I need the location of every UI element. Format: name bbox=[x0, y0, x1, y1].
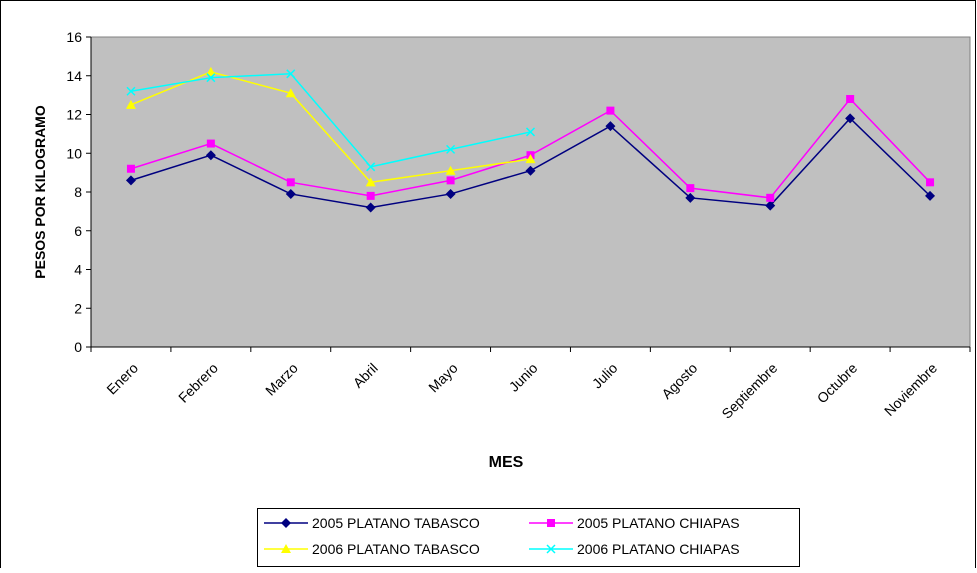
y-axis-title: PESOS POR KILOGRAMO bbox=[32, 105, 48, 279]
marker bbox=[125, 175, 136, 186]
legend-label: 2006 PLATANO CHIAPAS bbox=[577, 541, 740, 557]
marker bbox=[525, 154, 536, 164]
marker bbox=[686, 184, 695, 193]
marker bbox=[685, 192, 696, 203]
marker bbox=[365, 177, 376, 187]
marker bbox=[205, 150, 216, 161]
marker bbox=[926, 178, 935, 187]
marker bbox=[547, 519, 555, 527]
legend-box bbox=[257, 508, 800, 567]
series-line bbox=[130, 71, 531, 184]
marker bbox=[125, 99, 136, 109]
marker bbox=[366, 191, 375, 200]
marker bbox=[446, 176, 455, 185]
marker bbox=[126, 86, 136, 96]
marker bbox=[605, 121, 616, 132]
marker bbox=[766, 193, 775, 202]
legend-label: 2005 PLATANO CHIAPAS bbox=[577, 515, 740, 531]
marker bbox=[445, 188, 456, 199]
marker bbox=[206, 73, 216, 83]
marker bbox=[845, 113, 856, 124]
marker bbox=[286, 69, 296, 79]
marker bbox=[285, 88, 296, 98]
marker bbox=[925, 190, 936, 201]
x-axis-title: MES bbox=[489, 454, 524, 471]
marker bbox=[525, 165, 536, 176]
y-tick-label: 6 bbox=[74, 223, 82, 239]
marker bbox=[285, 188, 296, 199]
marker bbox=[126, 164, 135, 173]
y-tick-label: 0 bbox=[74, 339, 82, 355]
marker bbox=[546, 544, 556, 554]
marker bbox=[765, 200, 776, 211]
marker bbox=[205, 66, 216, 76]
marker bbox=[846, 95, 855, 103]
y-tick-label: 8 bbox=[74, 184, 82, 200]
marker bbox=[281, 544, 291, 553]
marker bbox=[281, 518, 291, 528]
y-tick-label: 10 bbox=[66, 145, 82, 161]
marker bbox=[445, 165, 456, 175]
plot-area bbox=[90, 36, 971, 348]
legend-label: 2005 PLATANO TABASCO bbox=[312, 515, 480, 531]
marker bbox=[286, 178, 295, 187]
marker bbox=[446, 144, 456, 154]
y-tick-label: 4 bbox=[74, 262, 82, 278]
series-line bbox=[130, 73, 531, 168]
marker bbox=[606, 106, 615, 115]
y-tick-label: 2 bbox=[74, 300, 82, 316]
y-tick-label: 16 bbox=[66, 29, 82, 45]
marker bbox=[206, 139, 215, 148]
legend-label: 2006 PLATANO TABASCO bbox=[312, 541, 480, 557]
y-tick-label: 14 bbox=[66, 68, 82, 84]
marker bbox=[525, 127, 536, 137]
marker bbox=[366, 162, 376, 172]
y-tick-label: 12 bbox=[66, 107, 82, 123]
marker bbox=[365, 202, 376, 213]
